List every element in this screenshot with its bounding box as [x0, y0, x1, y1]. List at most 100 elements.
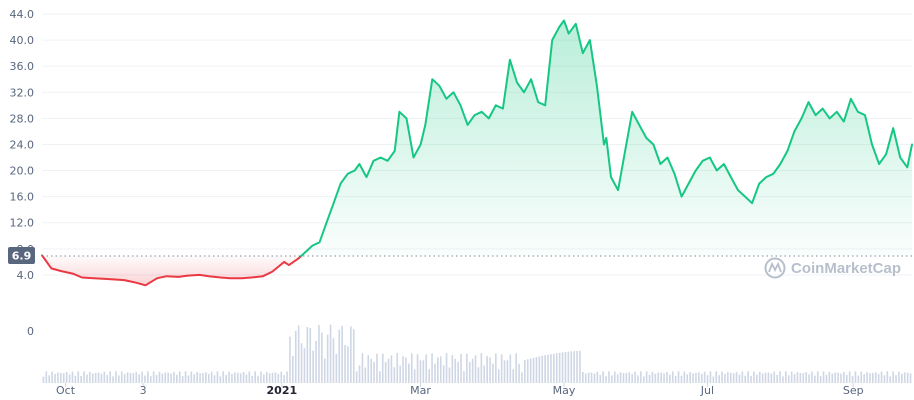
volume-bar: [326, 334, 329, 383]
data-point: [828, 116, 832, 120]
volume-bar: [306, 327, 309, 383]
volume-bar: [120, 371, 123, 383]
volume-bar: [497, 369, 500, 383]
volume-bar: [448, 367, 451, 383]
data-point: [303, 250, 307, 254]
data-point: [386, 159, 390, 163]
volume-bar: [370, 358, 372, 383]
volume-bar: [71, 371, 74, 383]
volume-bar: [86, 374, 88, 383]
data-point: [750, 201, 754, 205]
volume-bar: [77, 371, 80, 383]
volume-bars: [42, 324, 912, 383]
volume-bar: [239, 373, 242, 383]
volume-bar: [254, 371, 256, 383]
volume-bar: [526, 359, 529, 383]
volume-bar: [738, 374, 741, 383]
data-point: [473, 113, 477, 117]
volume-bar: [126, 372, 129, 383]
volume-bar: [135, 372, 138, 383]
data-point: [357, 162, 361, 166]
volume-bar: [480, 353, 483, 383]
data-point: [863, 113, 867, 117]
data-point: [680, 195, 684, 199]
volume-bar: [816, 371, 819, 383]
volume-bar: [909, 373, 912, 383]
volume-bar: [851, 376, 854, 383]
price-line-up[interactable]: [300, 19, 913, 257]
volume-bar: [260, 371, 262, 383]
volume-bar: [573, 351, 575, 383]
volume-bar: [840, 373, 842, 383]
volume-bar: [199, 373, 201, 383]
data-point: [155, 276, 159, 280]
volume-bar: [645, 371, 648, 383]
volume-bar: [439, 356, 442, 383]
data-point: [792, 129, 796, 133]
price-line-down[interactable]: [41, 255, 303, 287]
data-point: [287, 263, 291, 267]
data-point: [557, 25, 561, 29]
volume-bar: [352, 329, 355, 383]
price-line[interactable]: [41, 19, 913, 287]
volume-bar: [895, 375, 897, 383]
volume-bar: [831, 373, 834, 383]
volume-bar: [65, 372, 68, 383]
data-point: [543, 103, 547, 107]
volume-bar: [590, 372, 593, 383]
volume-bar: [242, 371, 245, 383]
y-tick-label: 20.0: [10, 165, 35, 178]
volume-bar: [695, 372, 697, 383]
volume-bar: [91, 373, 94, 383]
data-point: [134, 281, 138, 285]
volume-bar: [671, 371, 674, 383]
data-point: [466, 123, 470, 127]
volume-bar: [776, 374, 778, 383]
volume-bar: [234, 372, 236, 383]
volume-bar: [666, 371, 668, 383]
volume-bar: [83, 371, 85, 383]
volume-bar: [518, 363, 520, 383]
volume-bar: [173, 371, 175, 383]
x-tick-label: Sep: [843, 384, 864, 397]
data-point: [144, 283, 148, 287]
data-point: [270, 270, 274, 274]
volume-bar: [579, 350, 581, 383]
data-point: [701, 159, 705, 163]
volume-bar: [309, 328, 312, 383]
volume-bar: [642, 376, 645, 383]
volume-bar: [787, 375, 790, 383]
volume-bar: [790, 371, 793, 383]
data-point: [40, 253, 44, 257]
volume-bar: [62, 373, 65, 383]
volume-bar: [187, 375, 190, 383]
volume-bar: [190, 371, 193, 383]
volume-axis-label: 0: [27, 325, 34, 338]
volume-bar: [419, 360, 422, 383]
volume-bar: [828, 371, 831, 383]
volume-bar: [361, 353, 364, 383]
volume-bar: [903, 372, 906, 383]
volume-bar: [347, 346, 349, 383]
volume-bar: [422, 360, 425, 383]
volume-bar: [663, 373, 665, 383]
volume-bar: [315, 340, 317, 383]
volume-bar: [280, 371, 283, 383]
data-point: [771, 172, 775, 176]
data-point: [814, 113, 818, 117]
y-tick-label: 16.0: [10, 191, 35, 204]
volume-bar: [692, 373, 694, 383]
volume-bar: [602, 371, 604, 383]
volume-bar: [857, 375, 860, 383]
data-point: [550, 38, 554, 42]
volume-bar: [454, 358, 457, 383]
volume-bar: [640, 371, 642, 383]
volume-bar: [297, 325, 300, 383]
data-point: [898, 156, 902, 160]
volume-bar: [138, 374, 140, 383]
volume-bar: [94, 372, 97, 383]
data-point: [842, 120, 846, 124]
volume-bar: [773, 371, 776, 383]
